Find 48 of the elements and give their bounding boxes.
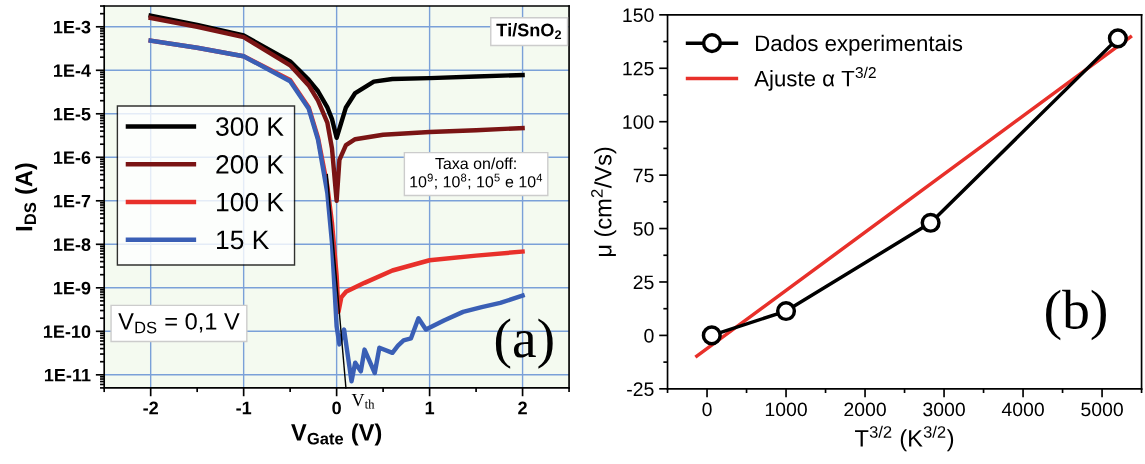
x-tick-label: 2000 [844, 402, 886, 417]
legend-label: 300 K [216, 117, 284, 136]
y-tick-label: 25 [633, 275, 654, 290]
x-tick-label: 1 [425, 401, 435, 415]
y-tick-label: 1E-5 [54, 107, 91, 121]
text: Taxa on/off: 10$^{9}$; 10$^{8}$; 10$^{5}$ e 10$^{4}$ [410, 157, 543, 190]
annotation: Ti/SnO$_{2}$ [496, 23, 562, 40]
y-tick-label: 1E-9 [54, 281, 91, 295]
x-axis-title: T$^{3/2}$ (K$^{3/2}$) [855, 425, 954, 452]
point [920, 212, 941, 233]
annotation: V$_{th}$ [351, 394, 375, 409]
x-tick-label: 2 [518, 401, 527, 415]
x-tick-label: 1000 [765, 402, 807, 417]
annotation: (a) [495, 318, 553, 369]
point [701, 325, 722, 346]
legend-label: Dados experimentais [756, 34, 963, 56]
y-tick-label: 1E-10 [43, 325, 91, 339]
y-tick-label: 50 [633, 222, 654, 236]
x-tick-label: 5000 [1081, 402, 1123, 417]
y-tick-label: 125 [623, 61, 654, 76]
y-tick-label: 1E-7 [54, 194, 91, 208]
x-tick-label: -1 [236, 401, 252, 415]
x-tick-label: 3000 [923, 402, 965, 417]
x-tick-label: 0 [332, 401, 341, 415]
y-tick-label: -25 [627, 382, 654, 397]
y-tick-label: 0 [644, 328, 654, 343]
y-axis-title: μ (cm$^{2}$/Vs) [591, 147, 617, 257]
y-axis-title: I$_{DS}$ (A) [15, 163, 38, 231]
legend-label: 15 K [217, 230, 270, 250]
y-tick-label: 100 [623, 115, 654, 129]
x-tick-label: -2 [143, 401, 158, 415]
legend-label: Ajuste α T$^{3/2}$ [754, 66, 876, 91]
y-tick-label: 1E-8 [54, 238, 91, 252]
y-tick-label: 150 [623, 8, 654, 23]
annotation: V$_{DS}$ = 0,1 V [118, 313, 240, 334]
x-axis-title: V$_{Gate}$ (V) [291, 423, 382, 446]
annotation: (b) [1046, 289, 1106, 341]
x-tick-label: 4000 [1001, 402, 1044, 417]
legend-label: 200 K [216, 155, 284, 174]
y-tick-label: 1E-3 [54, 20, 91, 34]
y-tick-label: 1E-6 [54, 151, 91, 165]
legend-label: 100 K [217, 192, 284, 212]
point [775, 300, 797, 322]
y-tick-label: 75 [633, 168, 654, 183]
point [1107, 28, 1128, 49]
y-tick-label: 1E-11 [44, 368, 91, 382]
x-tick-label: 0 [702, 402, 712, 417]
y-tick-label: 1E-4 [54, 64, 91, 77]
